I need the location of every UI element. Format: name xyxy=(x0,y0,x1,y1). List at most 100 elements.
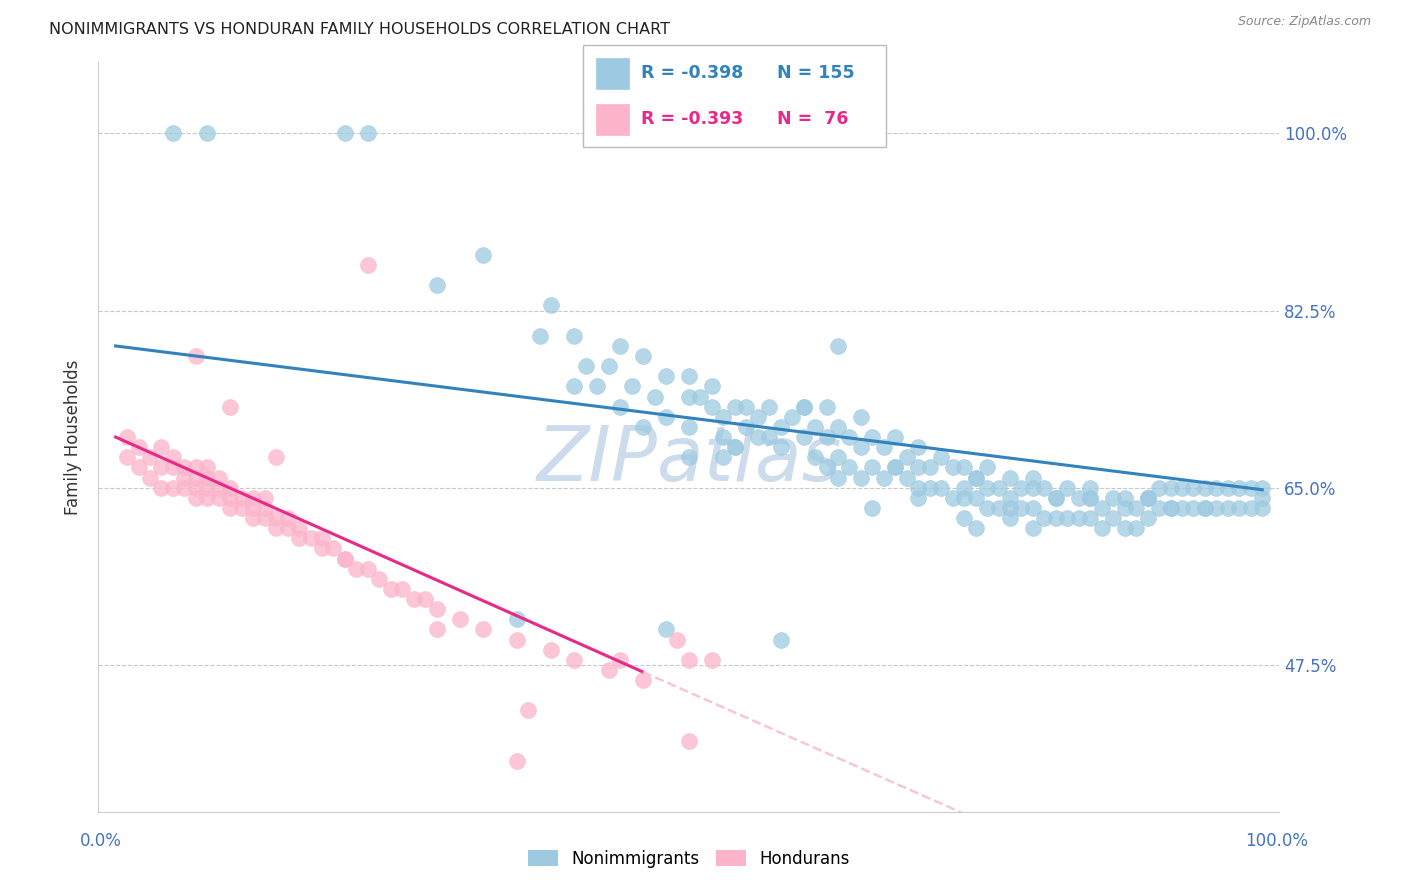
Point xyxy=(918,481,941,495)
Point xyxy=(1171,481,1194,495)
Point xyxy=(884,430,907,444)
Point xyxy=(838,460,860,475)
Point xyxy=(1194,500,1216,515)
Point xyxy=(162,481,184,495)
Point xyxy=(506,612,529,626)
Point xyxy=(115,430,138,444)
Point xyxy=(1240,481,1263,495)
Point xyxy=(815,430,838,444)
Point xyxy=(1056,481,1078,495)
Point xyxy=(1045,491,1067,505)
Point xyxy=(299,532,322,546)
Point xyxy=(609,653,631,667)
Point xyxy=(860,430,883,444)
Point xyxy=(631,349,654,363)
Point xyxy=(333,126,356,140)
Point xyxy=(793,400,815,414)
Point xyxy=(311,532,333,546)
Point xyxy=(849,440,872,454)
Point xyxy=(998,500,1021,515)
Point xyxy=(998,511,1021,525)
Point xyxy=(1147,500,1170,515)
Point xyxy=(609,339,631,353)
Point xyxy=(264,450,287,465)
Point xyxy=(724,440,747,454)
Point xyxy=(184,470,207,484)
Point xyxy=(1091,521,1114,535)
Point xyxy=(322,541,344,556)
Point xyxy=(150,481,173,495)
Point xyxy=(1240,500,1263,515)
Point xyxy=(586,379,609,393)
Point xyxy=(1125,500,1147,515)
Point xyxy=(711,430,734,444)
Point xyxy=(724,440,747,454)
Point xyxy=(471,248,494,262)
Point xyxy=(219,491,242,505)
Text: ZIPatlas: ZIPatlas xyxy=(536,423,842,497)
Text: 0.0%: 0.0% xyxy=(80,831,122,849)
Point xyxy=(208,481,231,495)
Point xyxy=(620,379,643,393)
Text: Source: ZipAtlas.com: Source: ZipAtlas.com xyxy=(1237,15,1371,29)
Point xyxy=(184,491,207,505)
Point xyxy=(357,126,380,140)
Point xyxy=(873,470,896,484)
Point xyxy=(195,460,218,475)
Point xyxy=(598,663,620,677)
Point xyxy=(162,450,184,465)
Point xyxy=(711,450,734,465)
Point xyxy=(277,521,299,535)
Point xyxy=(1160,481,1182,495)
Point xyxy=(655,369,678,384)
Text: N = 155: N = 155 xyxy=(778,64,855,82)
Point xyxy=(655,623,678,637)
Point xyxy=(368,572,391,586)
Point xyxy=(449,612,471,626)
Point xyxy=(953,491,976,505)
Point xyxy=(540,298,562,312)
Point xyxy=(357,258,380,272)
Point xyxy=(976,500,998,515)
Point xyxy=(1182,500,1205,515)
Point xyxy=(1033,511,1056,525)
Point xyxy=(1194,481,1216,495)
Point xyxy=(333,551,356,566)
Point xyxy=(128,460,150,475)
Text: N =  76: N = 76 xyxy=(778,111,848,128)
Point xyxy=(1033,481,1056,495)
Point xyxy=(724,400,747,414)
Point xyxy=(380,582,402,596)
Point xyxy=(1182,481,1205,495)
Point xyxy=(242,511,264,525)
Point xyxy=(1125,521,1147,535)
Point xyxy=(242,500,264,515)
Point xyxy=(529,328,551,343)
Point xyxy=(1216,481,1239,495)
Point xyxy=(264,511,287,525)
Point xyxy=(173,470,195,484)
Point xyxy=(242,491,264,505)
Point xyxy=(700,400,723,414)
Point xyxy=(1194,500,1216,515)
Point xyxy=(804,420,827,434)
Point xyxy=(987,500,1010,515)
Point xyxy=(426,623,449,637)
Point xyxy=(208,470,231,484)
Point xyxy=(1171,500,1194,515)
Point xyxy=(644,390,666,404)
Point xyxy=(402,592,425,607)
Point xyxy=(173,460,195,475)
Point xyxy=(1160,500,1182,515)
Point xyxy=(195,470,218,484)
Point xyxy=(184,349,207,363)
Point xyxy=(987,481,1010,495)
Y-axis label: Family Households: Family Households xyxy=(65,359,83,515)
Point xyxy=(860,460,883,475)
Point xyxy=(976,481,998,495)
Point xyxy=(884,460,907,475)
Point xyxy=(219,500,242,515)
Point xyxy=(311,541,333,556)
Point xyxy=(918,460,941,475)
Point xyxy=(998,470,1021,484)
